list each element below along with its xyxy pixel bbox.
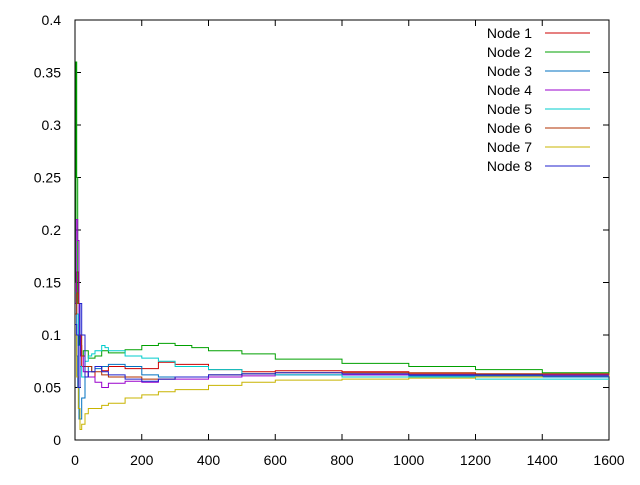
x-tick-label: 1400 xyxy=(527,452,558,468)
legend-label: Node 5 xyxy=(487,101,532,117)
legend-label: Node 6 xyxy=(487,120,532,136)
x-tick-label: 600 xyxy=(264,452,288,468)
x-tick-label: 400 xyxy=(197,452,221,468)
y-tick-label: 0.4 xyxy=(42,12,62,28)
series-line-node-3 xyxy=(75,313,609,420)
legend: Node 1 Node 2 Node 3 Node 4 Node 5 Node 6 Node… xyxy=(487,25,590,174)
y-tick-label: 0.15 xyxy=(34,275,61,291)
axes: 0 200 400 600 800 1000 1200 1400 1600 0 0.05 0.1 0.1… xyxy=(34,12,625,468)
legend-label: Node 2 xyxy=(487,44,532,60)
x-tick-label: 1600 xyxy=(593,452,624,468)
legend-label: Node 8 xyxy=(487,158,532,174)
y-tick-label: 0.25 xyxy=(34,170,61,186)
series-lines xyxy=(75,61,610,430)
x-tick-label: 0 xyxy=(71,452,79,468)
x-tick-label: 200 xyxy=(130,452,154,468)
series-line-node-6 xyxy=(75,292,610,380)
y-tick-label: 0.2 xyxy=(42,222,62,238)
series-line-node-8 xyxy=(75,303,609,388)
series-line-node-7 xyxy=(75,334,610,430)
y-tick-label: 0 xyxy=(53,432,61,448)
series-line-node-5 xyxy=(75,292,609,380)
legend-label: Node 1 xyxy=(487,25,532,41)
legend-label: Node 7 xyxy=(487,139,532,155)
y-tick-label: 0.3 xyxy=(42,117,62,133)
x-tick-label: 800 xyxy=(330,452,354,468)
y-tick-label: 0.05 xyxy=(34,380,61,396)
y-tick-label: 0.1 xyxy=(42,327,62,343)
y-tick-label: 0.35 xyxy=(34,65,61,81)
legend-label: Node 4 xyxy=(487,82,532,98)
legend-label: Node 3 xyxy=(487,63,532,79)
x-tick-label: 1000 xyxy=(393,452,424,468)
x-tick-label: 1200 xyxy=(460,452,491,468)
